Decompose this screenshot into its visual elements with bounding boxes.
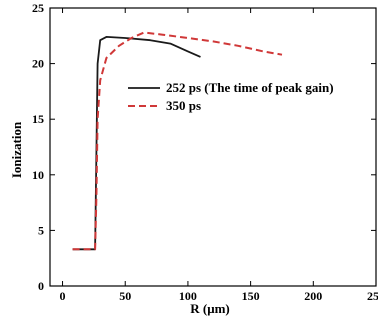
y-tick-label: 10 bbox=[32, 168, 44, 182]
y-axis-label: Ionization bbox=[9, 121, 24, 178]
series-line-2 bbox=[72, 31, 283, 251]
legend-label-2: 350 ps bbox=[166, 98, 201, 113]
y-tick-label: 0 bbox=[38, 279, 44, 293]
x-tick-label: 100 bbox=[179, 289, 197, 303]
plot-frame bbox=[49, 7, 377, 287]
y-tick-label: 20 bbox=[32, 57, 44, 71]
x-tick-label: 200 bbox=[304, 289, 322, 303]
legend-label-1: 252 ps (The time of peak gain) bbox=[166, 80, 334, 95]
x-axis-label: R (μm) bbox=[190, 301, 230, 316]
series-layer bbox=[72, 31, 283, 251]
x-tick-label: 0 bbox=[60, 289, 66, 303]
series-line-1 bbox=[72, 36, 201, 251]
y-tick-label: 15 bbox=[32, 112, 44, 126]
y-tick-label: 5 bbox=[38, 223, 44, 237]
y-tick-label: 25 bbox=[32, 1, 44, 15]
x-tick-label: 50 bbox=[119, 289, 131, 303]
axes: 0 50 100 150 200 250 0 5 10 15 20 25 bbox=[32, 1, 378, 303]
legend: 252 ps (The time of peak gain) 350 ps bbox=[128, 80, 334, 113]
x-tick-label: 150 bbox=[242, 289, 260, 303]
x-tick-label: 250 bbox=[367, 289, 378, 303]
